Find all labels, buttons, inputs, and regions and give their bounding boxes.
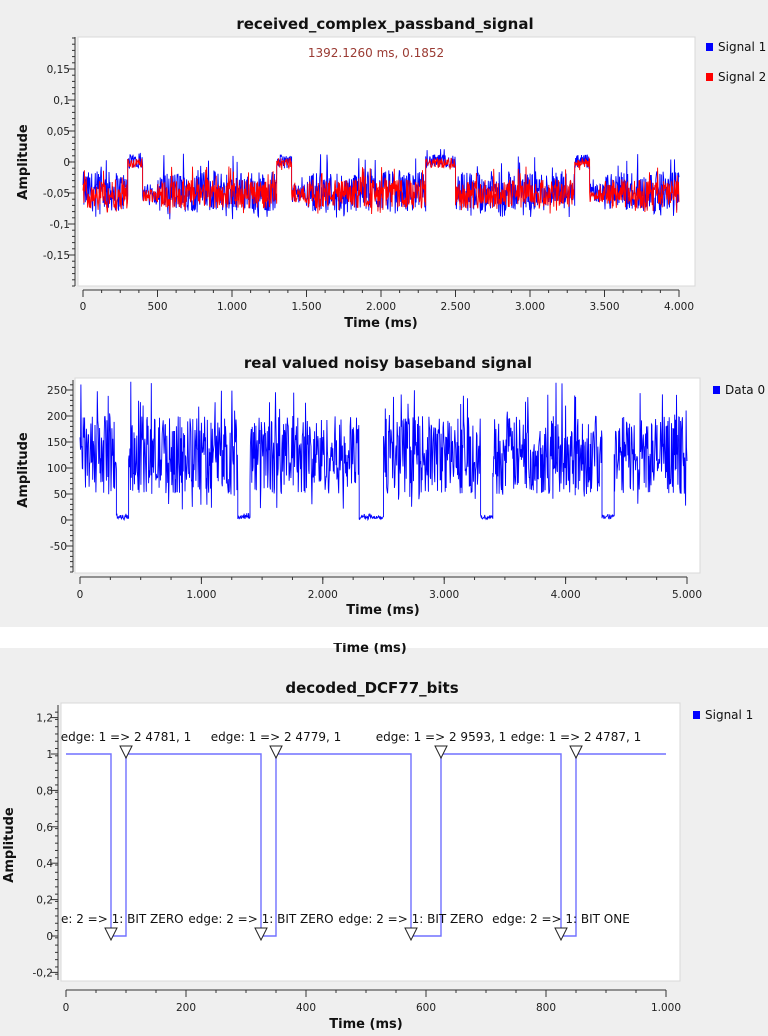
tag-label: edge: 2 => 1: BIT ONE: [492, 912, 630, 926]
tag-marker-triangle-icon: [254, 927, 268, 942]
x-tick-label: 600: [416, 1002, 436, 1014]
legend-swatch-signal-1: [693, 711, 700, 719]
series-line-data-0: [79, 381, 688, 522]
y-tick-label: 0: [63, 157, 70, 169]
y-tick-label: -0,2: [33, 967, 54, 979]
y-tick-label: 0,4: [36, 858, 53, 870]
x-tick-label: 0: [77, 589, 84, 601]
chart-received-complex-passband: received_complex_passband_signal 1392.12…: [16, 15, 766, 331]
legend-label-data-0[interactable]: Data 0: [725, 383, 765, 397]
x-tick-label: 1.500: [291, 301, 321, 313]
legend-label-signal-1[interactable]: Signal 1: [705, 708, 753, 722]
y-tick-label: 0,1: [53, 95, 70, 107]
y-tick-label: 1,2: [36, 713, 53, 725]
x-tick-label: 3.000: [515, 301, 545, 313]
tag-label: edge: 2 => 1: BIT ZERO: [338, 912, 483, 926]
legend-label-signal-2[interactable]: Signal 2: [718, 70, 766, 84]
chart-title: received_complex_passband_signal: [236, 15, 533, 33]
x-axis-label: Time (ms): [344, 316, 417, 331]
tag-label: edge: 1 => 2 9593, 1: [376, 730, 506, 744]
x-tick-label: 1.000: [217, 301, 247, 313]
x-tick-label: 0: [80, 301, 87, 313]
x-tick-label: 500: [147, 301, 167, 313]
series-line-signal-2: [82, 157, 680, 215]
y-tick-label: 50: [54, 489, 67, 501]
chart-title: decoded_DCF77_bits: [285, 679, 458, 697]
y-tick-label: 0: [46, 931, 53, 943]
x-tick-label: 0: [63, 1002, 70, 1014]
y-tick-label: 0,8: [36, 785, 53, 797]
y-tick-label: 1: [46, 749, 53, 761]
legend-swatch-signal-2: [706, 73, 713, 81]
x-tick-label: 4.000: [664, 301, 694, 313]
y-tick-label: 0,15: [47, 64, 70, 76]
plot-canvas[interactable]: [60, 702, 681, 982]
clipped-x-axis-label: Time (ms): [333, 641, 406, 656]
x-axis-label: Time (ms): [329, 1017, 402, 1032]
separator-cover: [0, 627, 768, 643]
x-tick-label: 5.000: [672, 589, 702, 601]
y-axis-label: Amplitude: [2, 807, 17, 883]
chart-decoded-dcf77-bits: decoded_DCF77_bits Amplitude Time (ms) S…: [2, 679, 753, 1032]
chart-real-valued-baseband: real valued noisy baseband signal Amplit…: [16, 354, 765, 618]
y-axis-label: Amplitude: [16, 124, 31, 200]
tag-marker-triangle-icon: [119, 745, 133, 760]
y-tick-label: 0: [60, 515, 67, 527]
plot-canvas[interactable]: [77, 36, 696, 287]
tag-label: edge: 2 => 1: BIT ZERO: [38, 912, 183, 926]
legend-swatch-signal-1: [706, 43, 713, 51]
tag-label: edge: 1 => 2 4787, 1: [511, 730, 641, 744]
y-tick-label: -0,15: [43, 250, 70, 262]
x-tick-label: 1.000: [651, 1002, 681, 1014]
tag-marker-triangle-icon: [104, 927, 118, 942]
y-tick-label: -0,1: [50, 219, 71, 231]
tag-marker-triangle-icon: [269, 745, 283, 760]
legend-swatch-data-0: [713, 386, 720, 394]
tag-label: edge: 1 => 2 4779, 1: [211, 730, 341, 744]
x-tick-label: 800: [536, 1002, 556, 1014]
x-tick-label: 3.500: [589, 301, 619, 313]
x-tick-label: 3.000: [429, 589, 459, 601]
tag-marker-triangle-icon: [554, 927, 568, 942]
legend-label-signal-1[interactable]: Signal 1: [718, 40, 766, 54]
chart-title: real valued noisy baseband signal: [244, 354, 532, 372]
tag-marker-triangle-icon: [569, 745, 583, 760]
x-tick-label: 2.000: [308, 589, 338, 601]
y-tick-label: 250: [47, 385, 67, 397]
y-tick-label: 100: [47, 463, 67, 475]
y-tick-label: 0,05: [47, 126, 70, 138]
x-tick-label: 1.000: [186, 589, 216, 601]
x-axis-label: Time (ms): [346, 603, 419, 618]
x-tick-label: 200: [176, 1002, 196, 1014]
y-tick-label: -50: [50, 541, 67, 553]
x-tick-label: 4.000: [551, 589, 581, 601]
y-tick-label: 0,6: [36, 822, 53, 834]
x-tick-label: 2.500: [440, 301, 470, 313]
tag-label: edge: 2 => 1: BIT ZERO: [188, 912, 333, 926]
y-tick-label: -0,05: [43, 188, 70, 200]
tag-marker-triangle-icon: [434, 745, 448, 760]
x-tick-label: 2.000: [366, 301, 396, 313]
y-tick-label: 200: [47, 411, 67, 423]
y-axis-label: Amplitude: [16, 432, 31, 508]
y-tick-label: 150: [47, 437, 67, 449]
cursor-readout: 1392.1260 ms, 0.1852: [308, 46, 444, 60]
x-tick-label: 400: [296, 1002, 316, 1014]
y-tick-label: 0,2: [36, 895, 53, 907]
tag-marker-triangle-icon: [404, 927, 418, 942]
tag-label: edge: 1 => 2 4781, 1: [61, 730, 191, 744]
stream-tags: edge: 1 => 2 4781, 1 edge: 1 => 2 4779, 1…: [38, 730, 641, 942]
